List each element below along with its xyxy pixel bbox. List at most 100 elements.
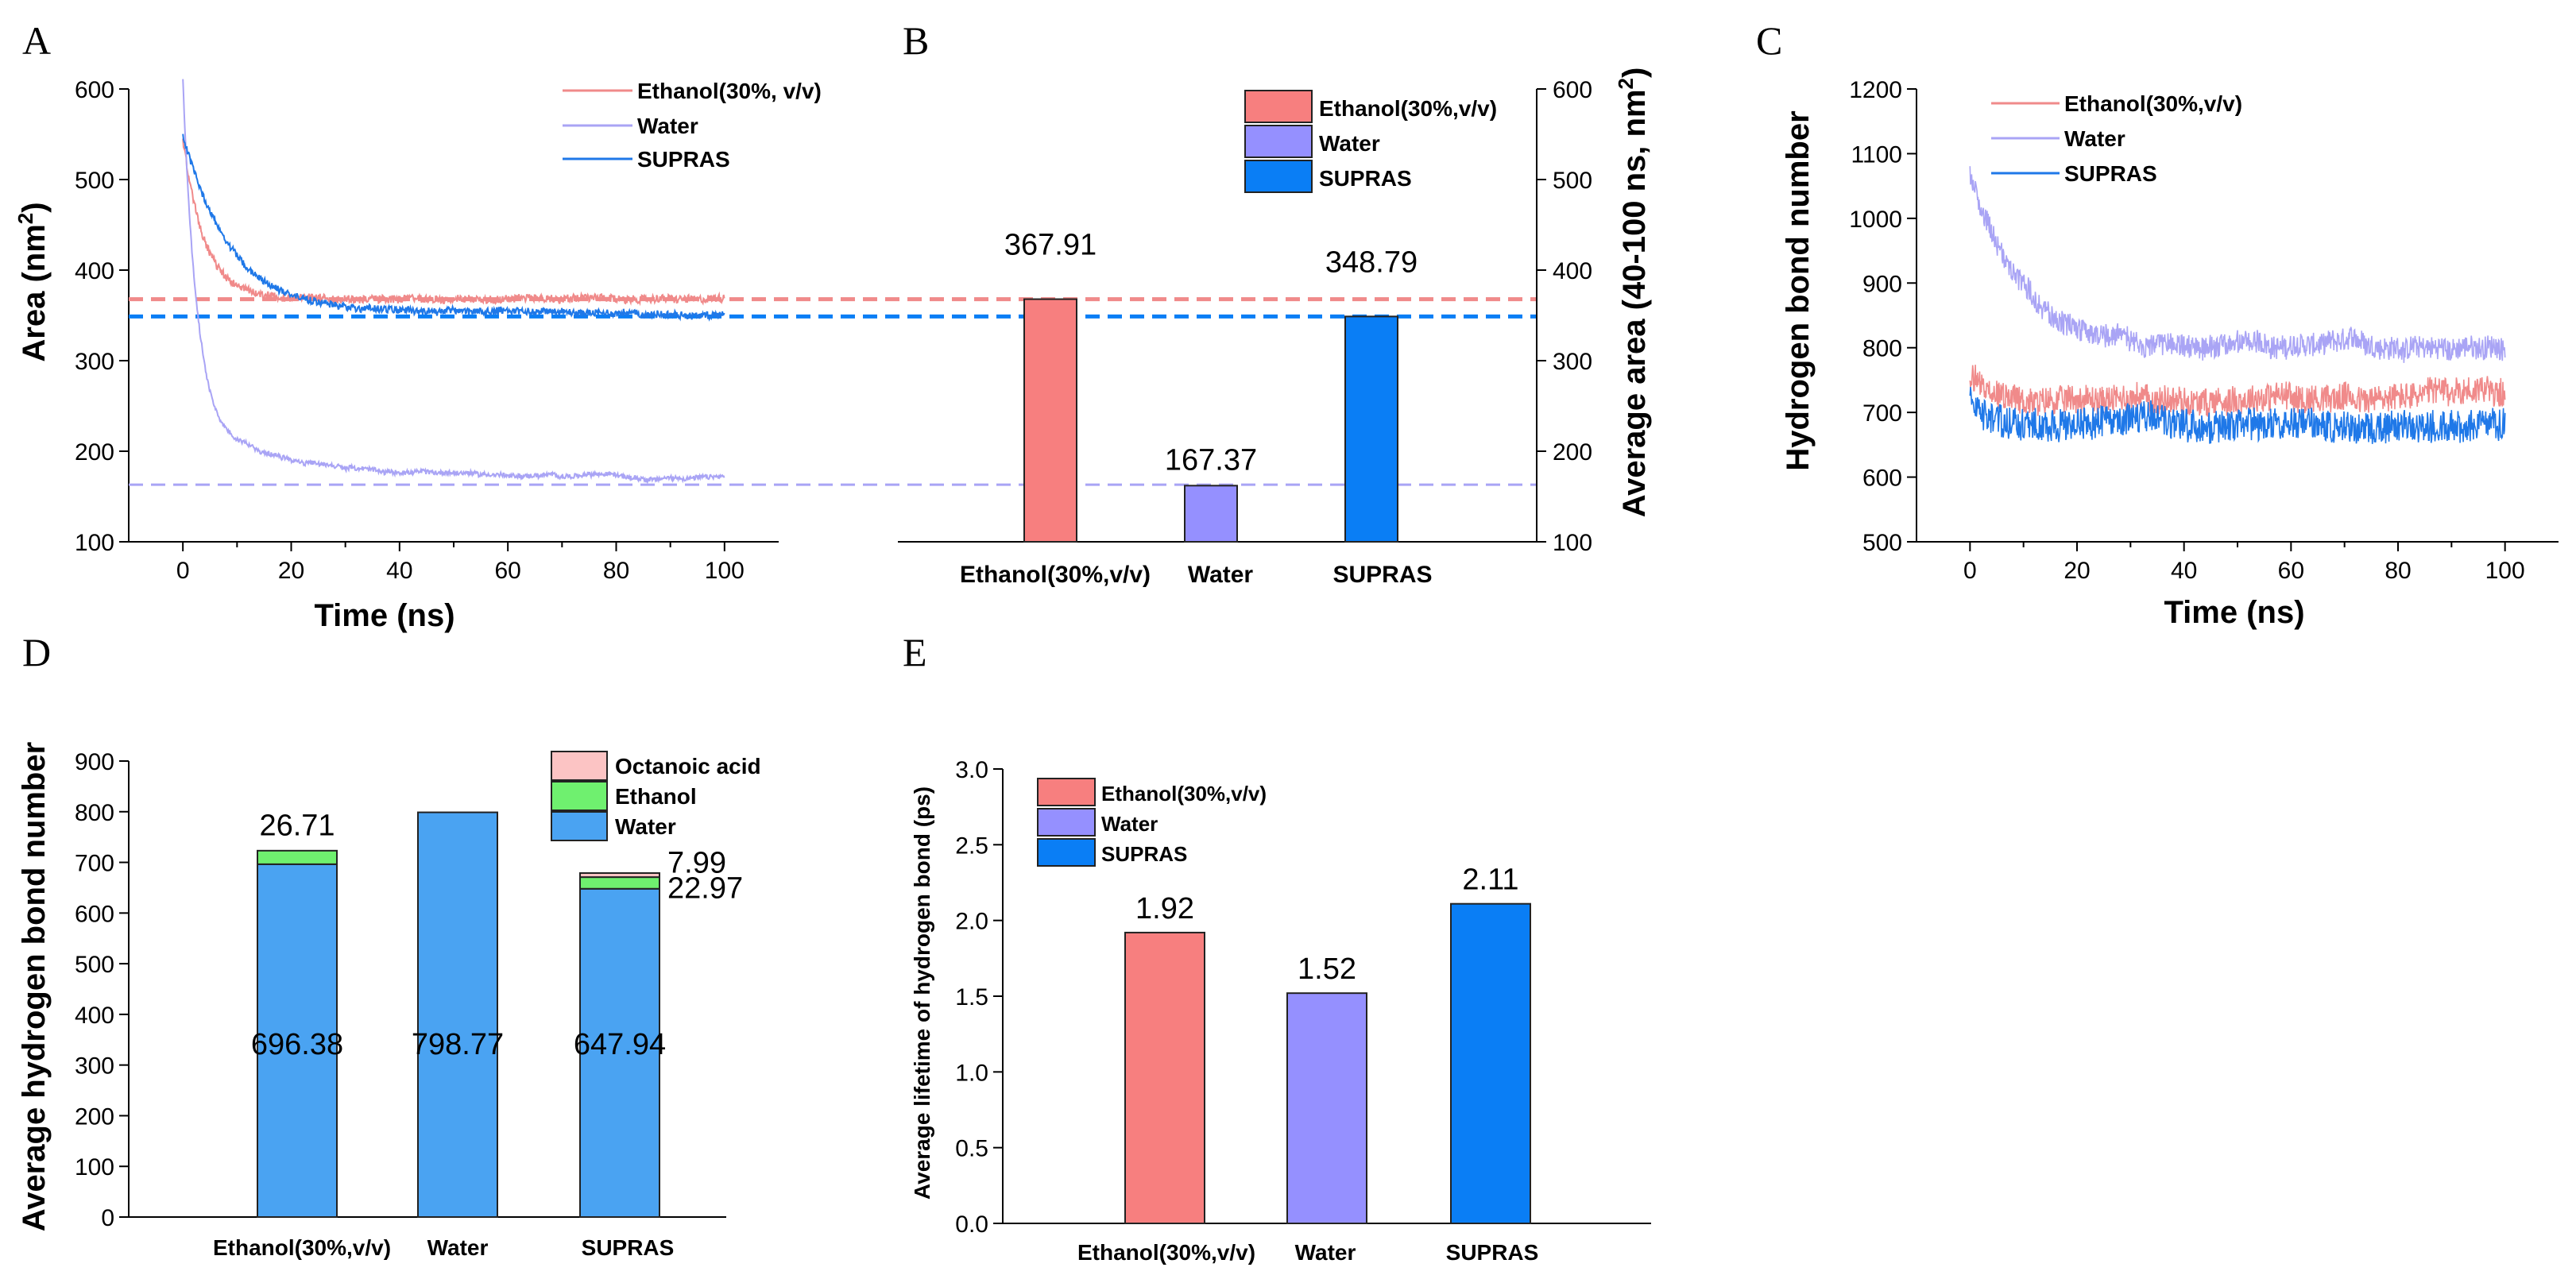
- panel-e-bar-label: 1.92: [1135, 892, 1194, 925]
- panel-d-stacked-hbond-bars: 0 100 200 300 400 500 600 700 800 900 696.38 798.7…: [17, 742, 761, 1260]
- panel-b-legend: Ethanol(30%,v/v) Water SUPRAS: [1244, 90, 1497, 193]
- panel-c-y-tick-label: 900: [1862, 271, 1902, 297]
- panel-c-legend: Ethanol(30%,v/v) Water SUPRAS: [1991, 91, 2242, 186]
- panel-d-y-tick-label: 800: [75, 800, 114, 826]
- panel-b-bar-supras: [1344, 315, 1398, 543]
- panel-a-y-tick-label: 500: [75, 168, 114, 194]
- panel-e-legend-label-supras: SUPRAS: [1101, 842, 1187, 866]
- panel-a-y-axis-label: Area (nm2): [14, 202, 52, 361]
- panel-e-category-water: Water: [1295, 1240, 1356, 1265]
- panel-c-x-tick-label: 40: [2171, 558, 2197, 584]
- panel-c-x-tick-label: 20: [2064, 558, 2090, 584]
- panel-e-y-tick-label: 2.0: [955, 909, 988, 935]
- panel-c-y-tick-label: 1100: [1851, 141, 1902, 168]
- panel-e-legend: Ethanol(30%,v/v) Water SUPRAS: [1037, 778, 1267, 867]
- panel-d-category-ethanol: Ethanol(30%,v/v): [213, 1235, 391, 1260]
- panel-a-series-ethanol: [182, 138, 725, 307]
- panel-a-x-tick-label: 100: [705, 558, 745, 584]
- panel-e-y-tick-label: 1.5: [955, 984, 988, 1010]
- panel-d-legend-swatch-water: [551, 811, 608, 841]
- panel-e-y-tick-label: 1.0: [955, 1060, 988, 1086]
- panel-c-x-tick-label: 0: [1963, 558, 1977, 584]
- panel-e-category-ethanol: Ethanol(30%,v/v): [1077, 1240, 1255, 1265]
- panel-d-bar-segment-water: [257, 863, 338, 1218]
- panel-d-y-tick-label: 600: [75, 901, 114, 927]
- panel-a-x-tick-label: 80: [603, 558, 629, 584]
- panel-d-water-label: 647.94: [574, 1028, 666, 1061]
- panel-a-y-tick-label: 300: [75, 349, 114, 375]
- panel-a-x-tick-label: 60: [494, 558, 520, 584]
- panel-c-y-tick-label: 600: [1862, 466, 1902, 492]
- panel-c-x-tick-label: 60: [2278, 558, 2304, 584]
- panel-b-y-tick-label: 600: [1553, 77, 1592, 103]
- panel-c-y-tick-label: 700: [1862, 400, 1902, 427]
- panel-b-legend-swatch-water: [1244, 125, 1313, 158]
- panel-e-legend-label-water: Water: [1101, 812, 1158, 836]
- panel-c-x-axis-label: Time (ns): [2164, 595, 2304, 630]
- panel-c-y-tick-label: 500: [1862, 530, 1902, 556]
- panel-b-y-tick-label: 400: [1553, 258, 1592, 284]
- panel-d-water-label: 798.77: [412, 1028, 504, 1061]
- panel-e-hbond-lifetime-bars: 0.0 0.5 1.0 1.5 2.0 2.5 3.0 1.92 1.52 2.11 Ethan…: [910, 757, 1651, 1265]
- panel-d-category-water: Water: [427, 1235, 489, 1260]
- panel-c-y-tick-label: 1200: [1849, 77, 1902, 103]
- panel-d-bar-segment-ethanol: [579, 876, 660, 890]
- panel-b-bar-label: 167.37: [1165, 443, 1257, 477]
- panel-b-category-supras: SUPRAS: [1332, 562, 1432, 588]
- panel-b-bar-label: 367.91: [1004, 229, 1097, 262]
- panel-letter-a: A: [22, 18, 51, 63]
- panel-a-y-tick-label: 200: [75, 439, 114, 466]
- panel-a-x-tick-label: 20: [278, 558, 304, 584]
- panel-a-y-tick-label: 100: [75, 530, 114, 556]
- panel-b-average-area-bars: 100 200 300 400 500 600 367.91 167.37 348.79 Et…: [898, 68, 1652, 588]
- panel-d-y-tick-label: 700: [75, 851, 114, 877]
- panel-d-legend-label-ethanol: Ethanol: [615, 784, 697, 809]
- panel-c-y-tick-label: 800: [1862, 336, 1902, 362]
- panel-d-y-tick-label: 200: [75, 1103, 114, 1130]
- panel-a-series-supras: [182, 133, 725, 322]
- panel-a-legend-label-supras: SUPRAS: [637, 147, 730, 172]
- panel-b-bar-water: [1184, 485, 1238, 543]
- panel-d-legend: Octanoic acid Ethanol Water: [551, 751, 761, 841]
- panel-d-y-tick-label: 0: [101, 1205, 114, 1231]
- panel-d-y-tick-label: 900: [75, 749, 114, 775]
- panel-a-area-vs-time: 100 200 300 400 500 600 0 20 40 60 80 100 Time (ns)…: [14, 77, 1537, 633]
- panel-d-y-tick-label: 300: [75, 1053, 114, 1080]
- panel-d-octanoic-label: 7.99: [667, 847, 726, 880]
- panel-letter-c: C: [1756, 18, 1782, 63]
- panel-d-ethanol-label: 26.71: [259, 810, 335, 843]
- panel-d-legend-swatch-ethanol: [551, 781, 608, 811]
- panel-b-legend-label-water: Water: [1319, 131, 1380, 156]
- panel-e-y-tick-label: 0.0: [955, 1211, 988, 1238]
- panel-b-category-ethanol: Ethanol(30%,v/v): [960, 562, 1151, 588]
- panel-c-legend-label-supras: SUPRAS: [2064, 161, 2157, 186]
- panel-a-series-water: [182, 79, 725, 485]
- panel-b-legend-swatch-ethanol: [1244, 90, 1313, 123]
- panel-d-legend-label-octanoic: Octanoic acid: [615, 754, 761, 779]
- panel-c-x-tick-label: 80: [2385, 558, 2411, 584]
- panel-a-x-tick-label: 40: [386, 558, 412, 584]
- panel-e-bar-label: 2.11: [1462, 864, 1518, 897]
- panel-e-legend-swatch-ethanol: [1037, 778, 1096, 806]
- panel-c-x-tick-label: 100: [2485, 558, 2525, 584]
- panel-e-legend-swatch-supras: [1037, 838, 1096, 867]
- panel-d-ethanol-label: 22.97: [667, 872, 743, 906]
- panel-b-legend-swatch-supras: [1244, 160, 1313, 193]
- panel-d-legend-label-water: Water: [615, 814, 676, 839]
- panel-e-bar-label: 1.52: [1298, 952, 1356, 986]
- panel-c-legend-label-water: Water: [2064, 126, 2125, 151]
- panel-b-y-tick-label: 500: [1553, 168, 1592, 194]
- panel-d-category-supras: SUPRAS: [582, 1235, 675, 1260]
- panel-e-legend-swatch-water: [1037, 808, 1096, 837]
- panel-e-bar-water: [1286, 992, 1367, 1224]
- panel-c-y-tick-label: 1000: [1849, 207, 1902, 233]
- panel-b-category-water: Water: [1188, 562, 1254, 588]
- panel-e-bar-supras: [1450, 902, 1531, 1225]
- panel-e-y-tick-label: 2.5: [955, 833, 988, 859]
- panel-e-bar-ethanol: [1124, 931, 1205, 1225]
- panel-d-bar-segment-ethanol: [257, 849, 338, 865]
- panel-b-bar-ethanol: [1023, 298, 1077, 543]
- panel-d-y-tick-label: 400: [75, 1003, 114, 1029]
